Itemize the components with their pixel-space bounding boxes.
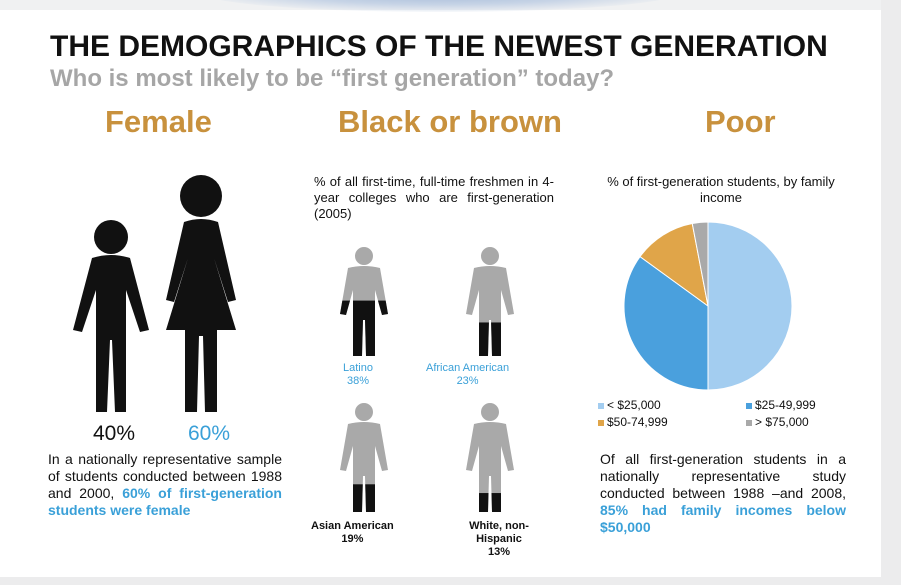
figure-name-latino: Latino [343, 362, 373, 374]
figure-label-asian-american: Asian American 19% [311, 520, 394, 546]
legend-label-50000-74999: $50-74,999 [607, 415, 668, 429]
male-figure-icon [73, 220, 149, 412]
income-description-text: Of all first-generation students in a na… [600, 451, 846, 501]
female-description-text: In a nationally representative sample of… [48, 451, 282, 501]
legend-item-50000-74999: $50-74,999 [598, 415, 668, 429]
page-title: THE DEMOGRAPHICS OF THE NEWEST GENERATIO… [50, 30, 828, 63]
legend-swatch-25000-49999 [746, 402, 752, 409]
female-heading: Female [105, 104, 212, 139]
pie-slice-50000-74999 [639, 222, 709, 308]
pie-slice-over-75000 [691, 221, 709, 307]
income-description-highlight: 85% had family incomes below $50,000 [600, 502, 846, 535]
race-chart-note: % of all first-time, full-time freshmen … [314, 174, 554, 221]
legend-label-25000-49999: $25-49,999 [755, 398, 816, 412]
legend-item-over-75000: > $75,000 [746, 415, 809, 429]
legend-item-under-25000: < $25,000 [598, 398, 661, 412]
pie-slice-25000-49999 [623, 255, 709, 391]
income-chart-title: % of first-generation students, by famil… [607, 174, 835, 205]
female-description: In a nationally representative sample of… [48, 451, 282, 519]
top-decoration [200, 0, 680, 12]
figure-name-asian-american: Asian American [311, 520, 394, 532]
income-description: Of all first-generation students in a na… [600, 451, 846, 536]
figure-label-latino: Latino 38% [343, 362, 373, 388]
legend-swatch-under-25000 [598, 402, 604, 409]
figure-label-white: White, non-Hispanic 13% [459, 520, 539, 559]
legend-swatch-50000-74999 [598, 419, 604, 426]
legend-label-over-75000: > $75,000 [755, 415, 809, 429]
pie-slice-under-25000 [707, 221, 793, 391]
figure-pct-african-american: 23% [456, 375, 479, 387]
right-frame [881, 0, 901, 585]
figure-label-african-american: African American 23% [426, 362, 509, 388]
figure-pct-white: 13% [487, 546, 511, 558]
female-figure-icon [166, 175, 236, 412]
female-description-highlight: 60% of first-generation students were fe… [48, 485, 282, 518]
male-percentage: 40% [93, 422, 136, 445]
legend-swatch-over-75000 [746, 419, 752, 426]
female-percentage: 60% [188, 422, 231, 445]
legend-item-25000-49999: $25-49,999 [746, 398, 816, 412]
figure-pct-asian-american: 19% [341, 533, 364, 545]
figure-name-white: White, non-Hispanic [469, 520, 529, 545]
legend-label-under-25000: < $25,000 [607, 398, 661, 412]
figure-name-african-american: African American [426, 362, 510, 374]
black-or-brown-heading: Black or brown [338, 104, 562, 139]
bottom-frame [0, 577, 901, 585]
poor-heading: Poor [705, 104, 776, 139]
figure-pct-latino: 38% [346, 375, 369, 387]
page-subtitle: Who is most likely to be “first generati… [50, 65, 615, 92]
